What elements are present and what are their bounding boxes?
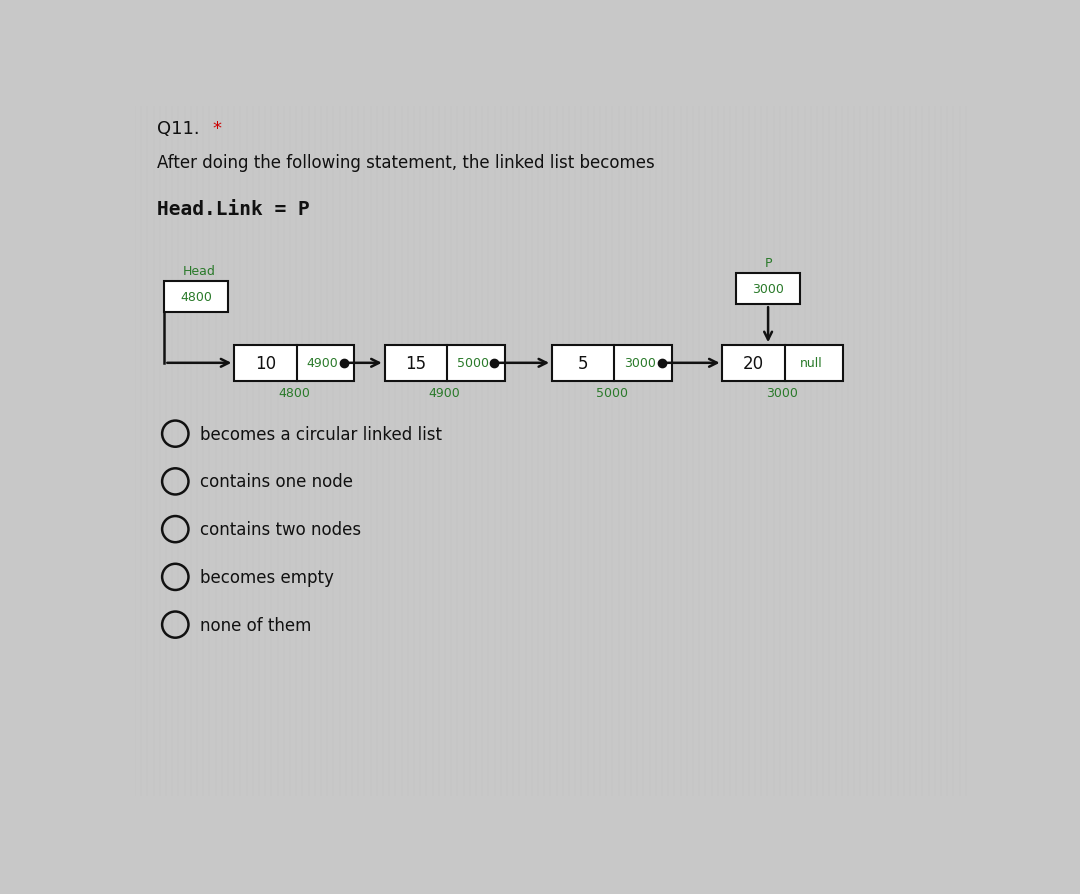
Text: Head.Link = P: Head.Link = P — [157, 199, 310, 218]
Text: 20: 20 — [743, 354, 765, 373]
Bar — [164, 282, 228, 313]
Text: 3000: 3000 — [752, 283, 784, 296]
Text: 4800: 4800 — [180, 291, 212, 304]
Bar — [234, 346, 354, 381]
Bar — [552, 346, 672, 381]
Text: After doing the following statement, the linked list becomes: After doing the following statement, the… — [157, 154, 654, 172]
Text: P: P — [765, 257, 772, 270]
Text: 5000: 5000 — [457, 357, 489, 370]
Text: 5000: 5000 — [596, 386, 627, 400]
Text: 5: 5 — [578, 354, 589, 373]
Text: 4900: 4900 — [429, 386, 460, 400]
Bar — [723, 346, 842, 381]
Text: 4800: 4800 — [279, 386, 310, 400]
Text: 3000: 3000 — [624, 357, 657, 370]
Text: contains two nodes: contains two nodes — [200, 520, 361, 538]
Text: Q11.: Q11. — [157, 121, 205, 139]
Text: *: * — [213, 121, 221, 139]
Bar — [737, 274, 800, 305]
Text: 3000: 3000 — [767, 386, 798, 400]
Text: none of them: none of them — [200, 616, 311, 634]
Text: 4900: 4900 — [307, 357, 338, 370]
Text: 10: 10 — [255, 354, 276, 373]
Text: becomes empty: becomes empty — [200, 569, 334, 586]
Bar — [384, 346, 504, 381]
Text: 15: 15 — [405, 354, 427, 373]
Text: becomes a circular linked list: becomes a circular linked list — [200, 426, 442, 443]
Text: contains one node: contains one node — [200, 473, 353, 491]
Text: null: null — [799, 357, 822, 370]
Text: Head: Head — [183, 265, 216, 277]
